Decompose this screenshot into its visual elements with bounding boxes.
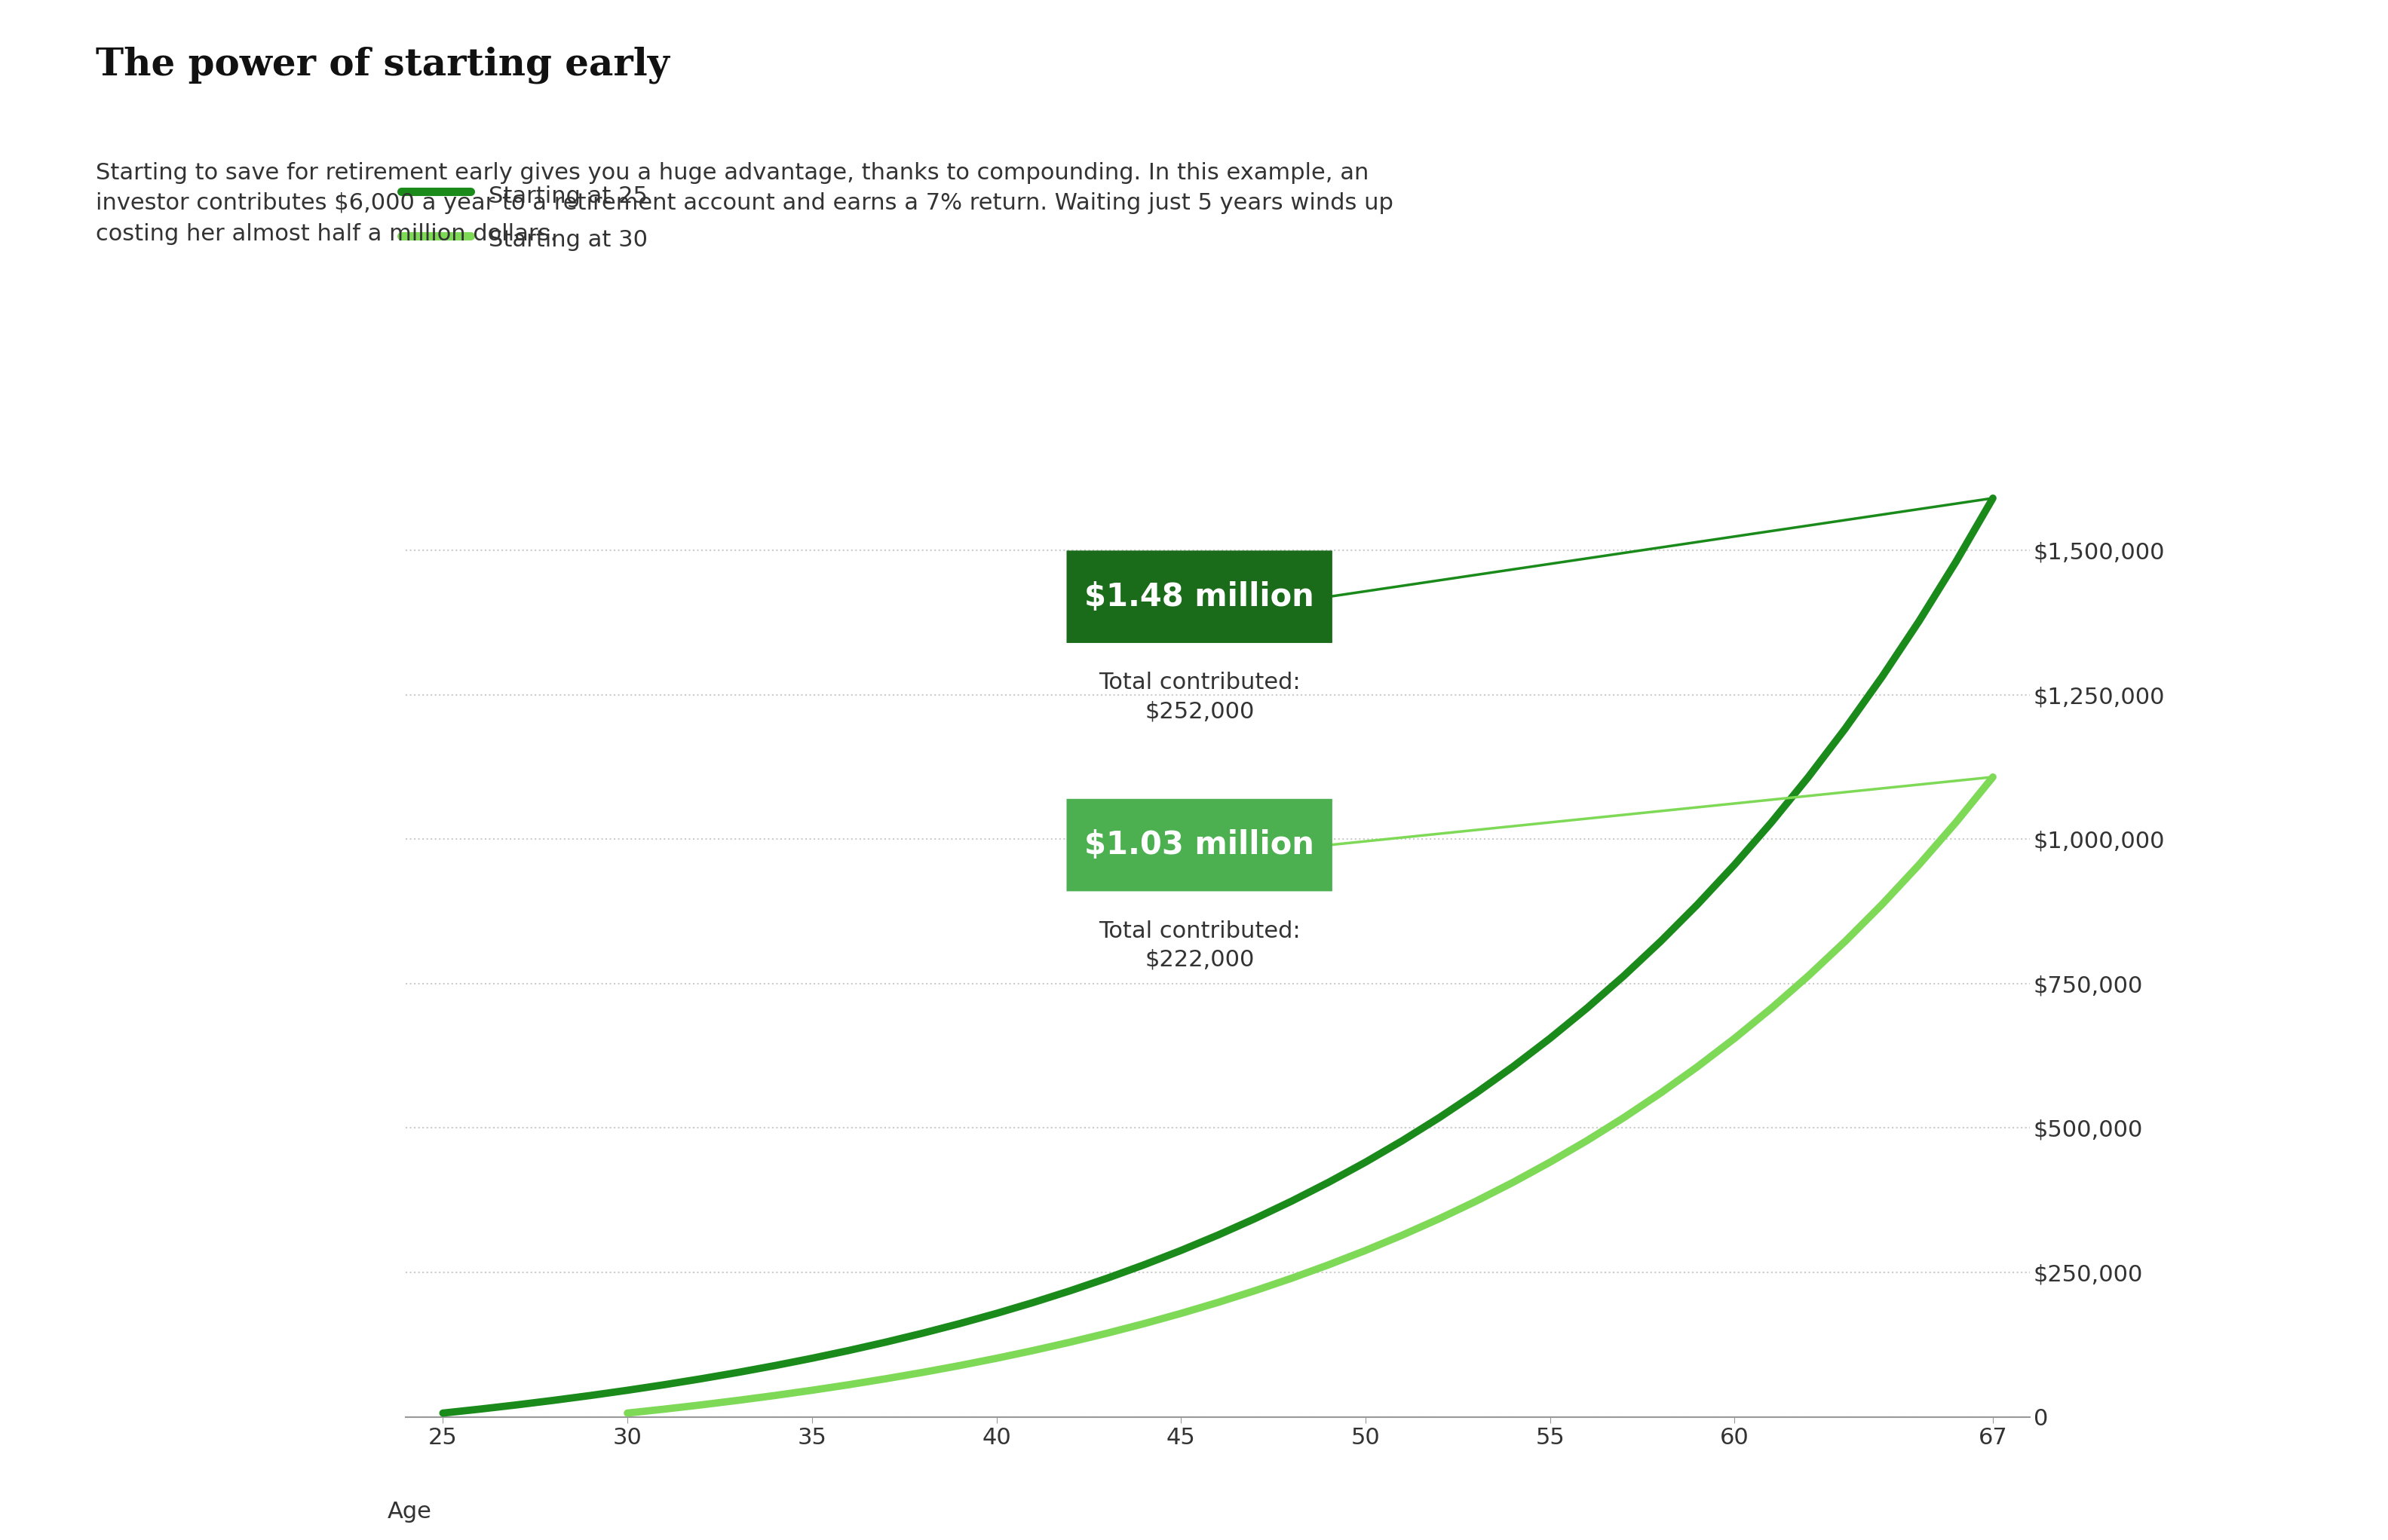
Text: $1.03 million: $1.03 million: [1084, 829, 1313, 861]
Text: Starting to save for retirement early gives you a huge advantage, thanks to comp: Starting to save for retirement early gi…: [96, 162, 1392, 245]
Text: Total contributed:
$252,000: Total contributed: $252,000: [1098, 671, 1301, 722]
Text: Age: Age: [387, 1500, 432, 1523]
Text: The power of starting early: The power of starting early: [96, 46, 669, 83]
Legend: Starting at 25, Starting at 30: Starting at 25, Starting at 30: [401, 180, 647, 253]
FancyBboxPatch shape: [1067, 799, 1333, 892]
Text: Total contributed:
$222,000: Total contributed: $222,000: [1098, 921, 1301, 970]
Text: $1.48 million: $1.48 million: [1084, 581, 1313, 613]
FancyBboxPatch shape: [1067, 550, 1333, 644]
